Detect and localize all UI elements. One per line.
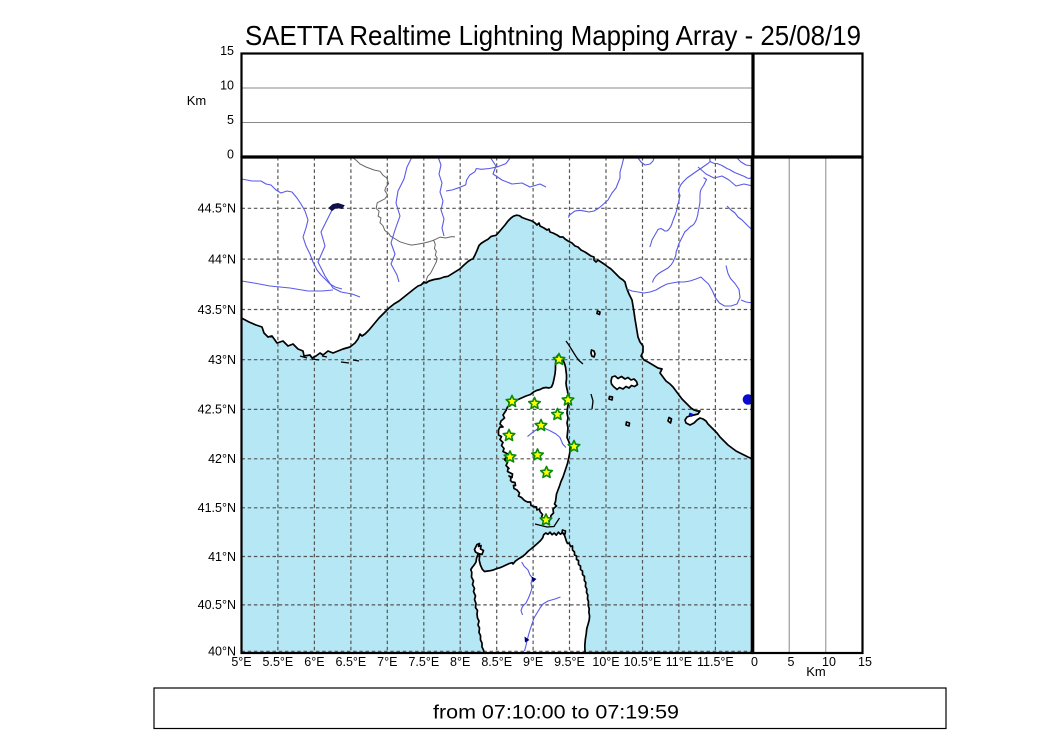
svg-text:0: 0 [227,148,234,162]
svg-text:5: 5 [788,655,795,669]
svg-text:7.5°E: 7.5°E [408,655,439,669]
svg-text:7°E: 7°E [377,655,397,669]
svg-text:43°N: 43°N [208,353,236,367]
svg-text:42.5°N: 42.5°N [198,403,236,417]
svg-text:Km: Km [187,93,207,108]
svg-text:0: 0 [751,655,758,669]
svg-text:10: 10 [220,79,234,93]
svg-text:42°N: 42°N [208,452,236,466]
svg-text:15: 15 [858,655,872,669]
svg-text:10°E: 10°E [592,655,619,669]
svg-text:11°E: 11°E [666,655,692,669]
svg-text:43.5°N: 43.5°N [198,303,236,317]
svg-text:44.5°N: 44.5°N [198,202,236,216]
svg-text:40.5°N: 40.5°N [198,598,236,612]
svg-text:SAETTA Realtime Lightning Mapp: SAETTA Realtime Lightning Mapping Array … [245,20,861,51]
svg-text:8°E: 8°E [450,655,470,669]
svg-text:5: 5 [227,113,234,127]
svg-text:Km: Km [806,664,826,679]
svg-text:5°E: 5°E [231,655,251,669]
svg-text:41.5°N: 41.5°N [198,501,236,515]
svg-text:9.5°E: 9.5°E [554,655,585,669]
svg-text:10.5°E: 10.5°E [624,655,662,669]
svg-text:41°N: 41°N [208,550,236,564]
svg-text:6°E: 6°E [304,655,324,669]
svg-text:8.5°E: 8.5°E [481,655,512,669]
svg-text:10: 10 [822,655,836,669]
svg-text:44°N: 44°N [208,252,236,266]
svg-text:from 07:10:00 to 07:19:59: from 07:10:00 to 07:19:59 [433,703,679,724]
svg-text:9°E: 9°E [523,655,543,669]
svg-text:40°N: 40°N [208,644,236,658]
svg-text:11.5°E: 11.5°E [697,655,734,669]
svg-text:15: 15 [220,44,234,58]
svg-text:6.5°E: 6.5°E [336,655,367,669]
svg-text:5.5°E: 5.5°E [263,655,294,669]
